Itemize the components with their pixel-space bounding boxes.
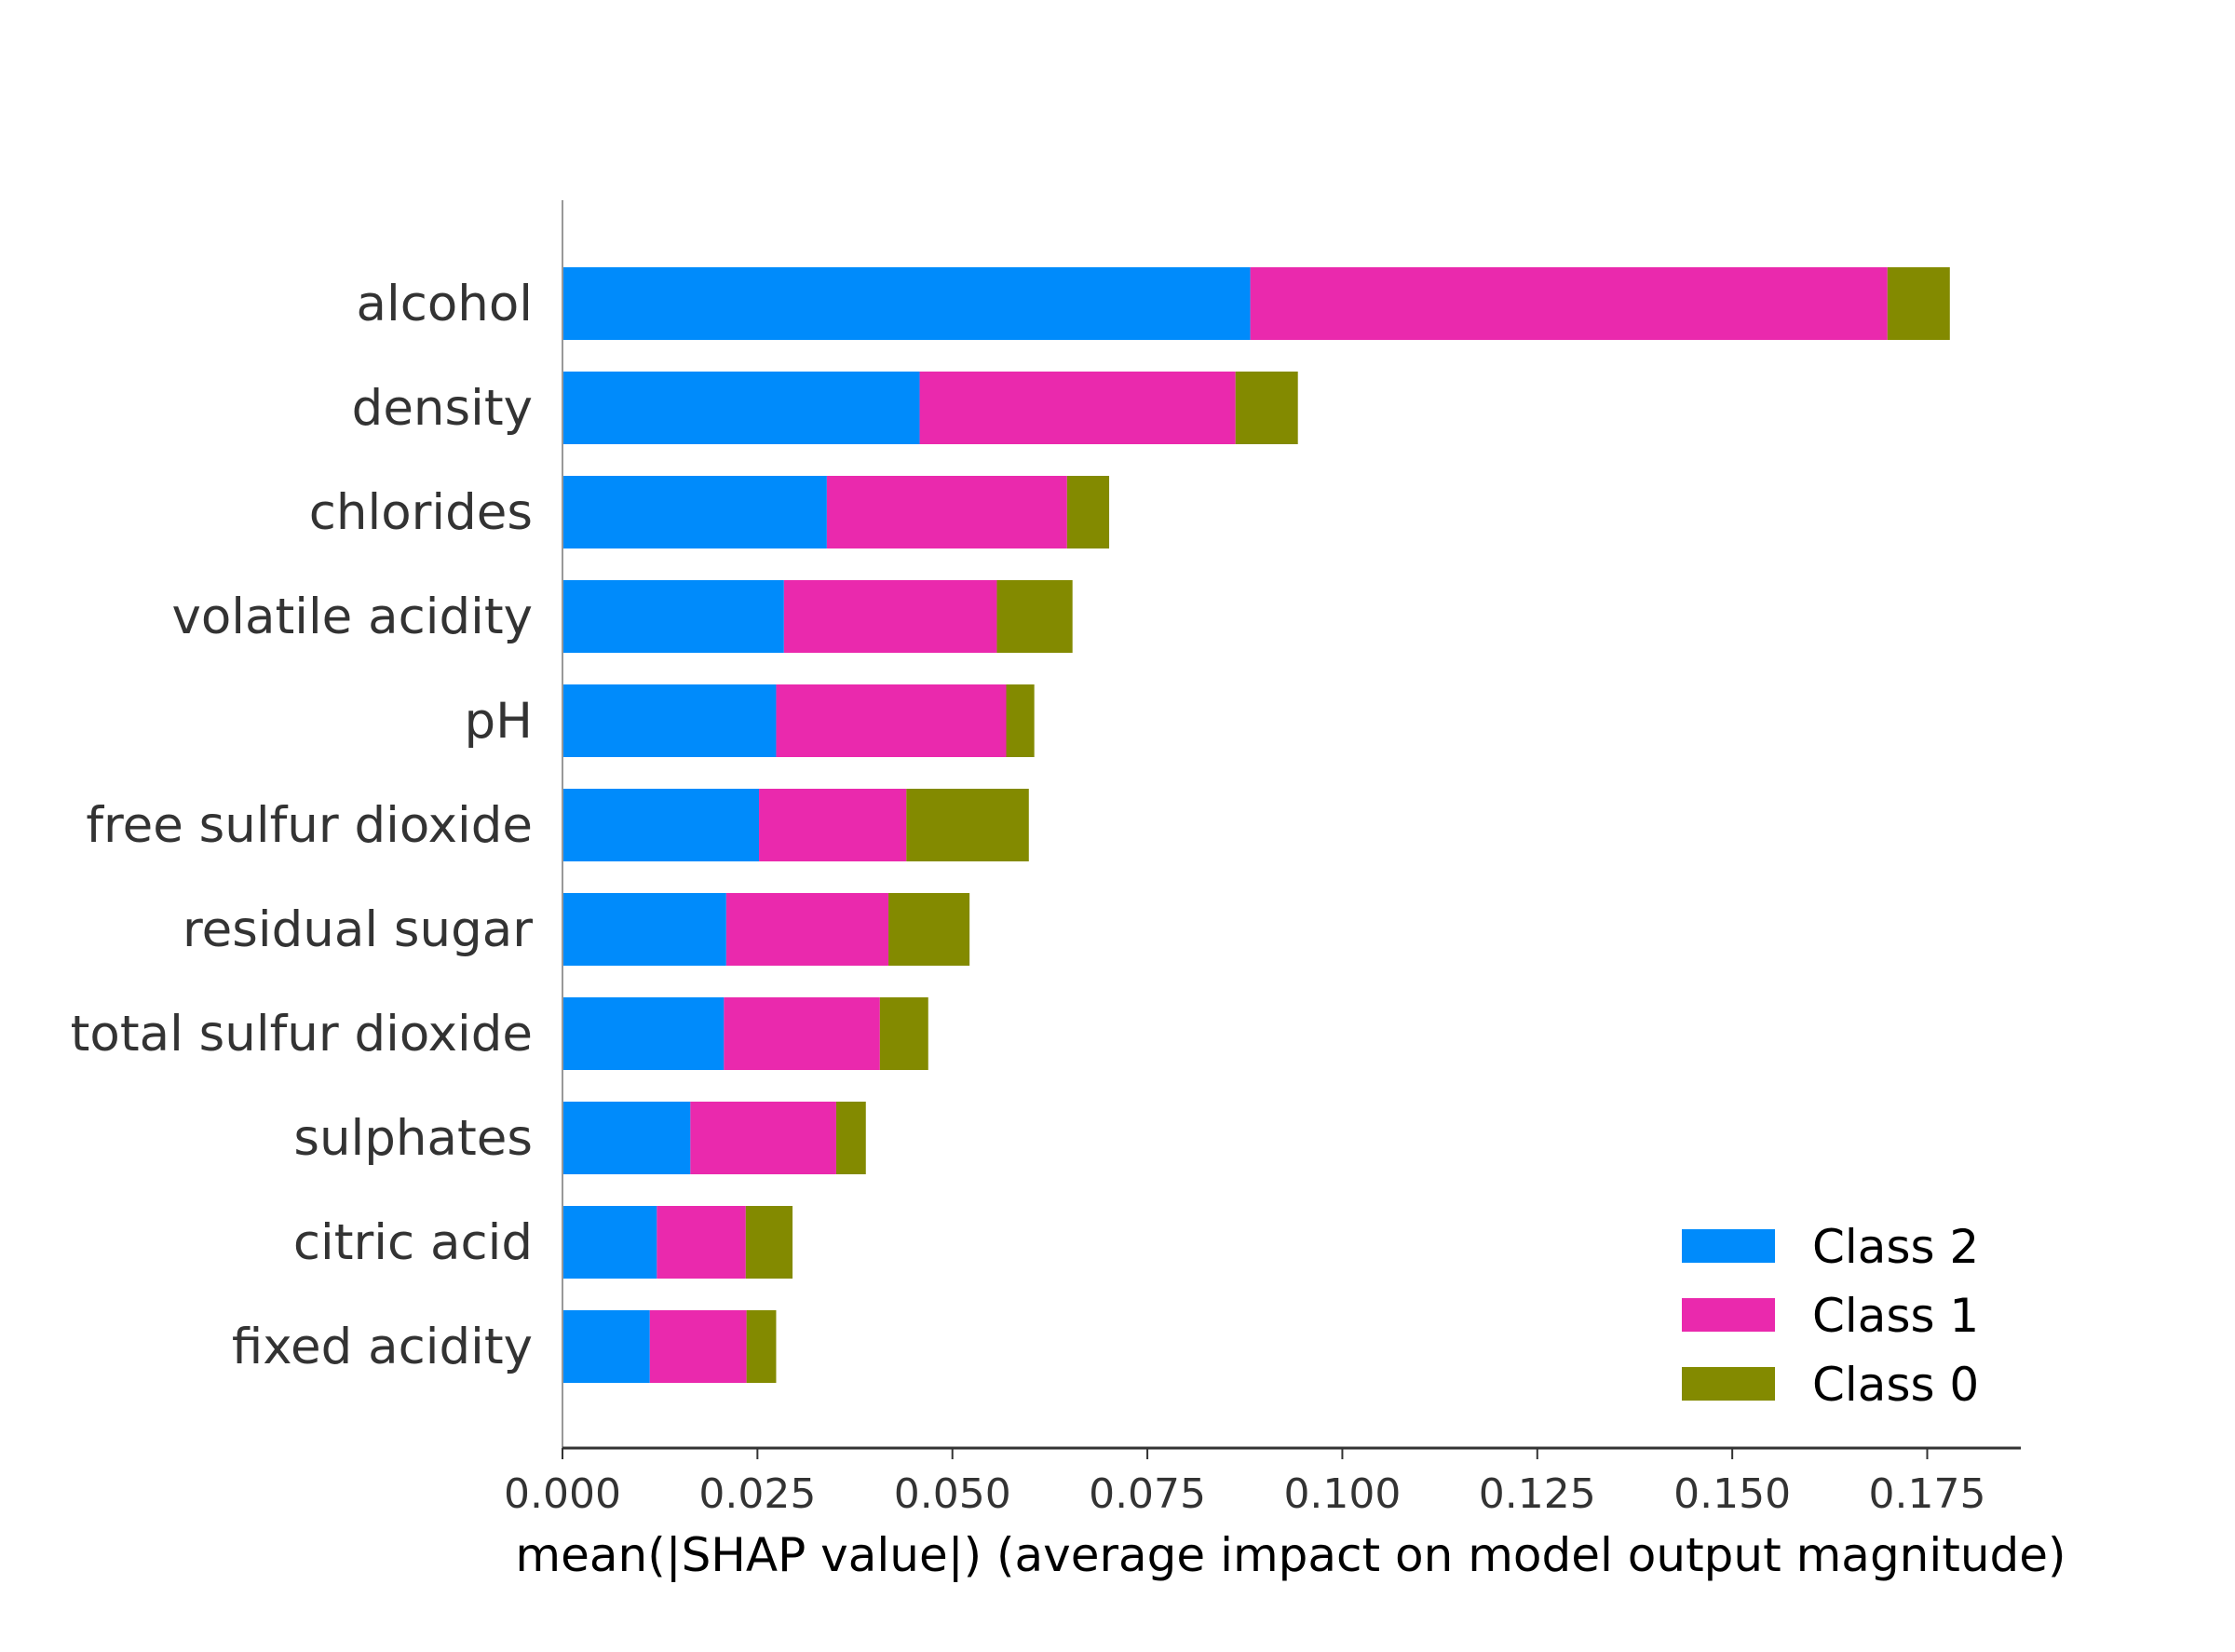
x-tick-label: 0.000 (504, 1470, 621, 1518)
x-tick-label: 0.125 (1479, 1470, 1596, 1518)
bar-alcohol-class-2 (562, 267, 1251, 340)
y-tick-label: sulphates (293, 1110, 533, 1167)
bar-chlorides-class-0 (1066, 476, 1110, 548)
bar-volatile-acidity-class-2 (562, 580, 784, 653)
axes (562, 200, 2021, 1450)
bars-layer (562, 267, 1950, 1383)
x-tick-label: 0.175 (1869, 1470, 1986, 1518)
bar-residual-sugar-class-1 (725, 893, 889, 966)
bar-free-sulfur-dioxide-class-2 (562, 789, 760, 861)
y-tick-label: chlorides (309, 484, 533, 541)
y-tick-label: volatile acidity (171, 589, 533, 645)
bar-density-class-0 (1235, 372, 1298, 444)
bar-volatile-acidity-class-0 (996, 580, 1073, 653)
bar-citric-acid-class-0 (745, 1206, 793, 1279)
legend-swatch-class-2 (1682, 1229, 1775, 1263)
y-tick-label: alcohol (356, 276, 533, 332)
bar-ph-class-1 (776, 684, 1007, 757)
bar-sulphates-class-1 (690, 1102, 836, 1174)
y-tick-label: citric acid (293, 1214, 533, 1271)
bar-fixed-acidity-class-0 (746, 1310, 777, 1383)
bar-residual-sugar-class-2 (562, 893, 726, 966)
bar-citric-acid-class-2 (562, 1206, 657, 1279)
bar-alcohol-class-0 (1887, 267, 1950, 340)
legend-label: Class 1 (1812, 1289, 1979, 1343)
bar-free-sulfur-dioxide-class-1 (759, 789, 907, 861)
y-tick-label: fixed acidity (232, 1319, 533, 1375)
bar-free-sulfur-dioxide-class-0 (906, 789, 1029, 861)
y-axis-labels: alcohol density chlorides volatile acidity p… (71, 276, 534, 1375)
x-tick-label: 0.150 (1673, 1470, 1791, 1518)
bar-ph-class-2 (562, 684, 777, 757)
bar-chlorides-class-2 (562, 476, 827, 548)
x-tick-label: 0.025 (698, 1470, 816, 1518)
legend-label: Class 0 (1812, 1358, 1979, 1412)
bar-sulphates-class-0 (835, 1102, 866, 1174)
bar-total-sulfur-dioxide-class-1 (724, 997, 880, 1070)
bar-total-sulfur-dioxide-class-2 (562, 997, 725, 1070)
y-tick-label: residual sugar (183, 901, 533, 958)
x-tick-label: 0.075 (1089, 1470, 1206, 1518)
bar-residual-sugar-class-0 (888, 893, 970, 966)
y-tick-label: free sulfur dioxide (86, 797, 533, 854)
legend-swatch-class-1 (1682, 1298, 1775, 1332)
y-tick-label: total sulfur dioxide (71, 1006, 533, 1063)
x-tick-label: 0.050 (894, 1470, 1011, 1518)
bar-density-class-1 (919, 372, 1236, 444)
bar-total-sulfur-dioxide-class-0 (879, 997, 928, 1070)
bar-alcohol-class-1 (1250, 267, 1888, 340)
x-axis-title: mean(|SHAP value|) (average impact on mo… (515, 1528, 2066, 1582)
y-tick-label: density (352, 380, 533, 437)
bar-ph-class-0 (1006, 684, 1035, 757)
bar-citric-acid-class-1 (657, 1206, 746, 1279)
legend: Class 2 Class 1 Class 0 (1682, 1220, 1979, 1412)
legend-label: Class 2 (1812, 1220, 1979, 1274)
bar-fixed-acidity-class-1 (649, 1310, 747, 1383)
bar-volatile-acidity-class-1 (783, 580, 997, 653)
x-tick-label: 0.100 (1283, 1470, 1401, 1518)
bar-fixed-acidity-class-2 (562, 1310, 650, 1383)
bar-sulphates-class-2 (562, 1102, 691, 1174)
bar-chlorides-class-1 (826, 476, 1067, 548)
legend-swatch-class-0 (1682, 1367, 1775, 1401)
bar-density-class-2 (562, 372, 920, 444)
x-axis-ticks: 0.000 0.025 0.050 0.075 0.100 0.125 0.150 0.175 (504, 1448, 1985, 1518)
y-tick-label: pH (465, 693, 534, 750)
